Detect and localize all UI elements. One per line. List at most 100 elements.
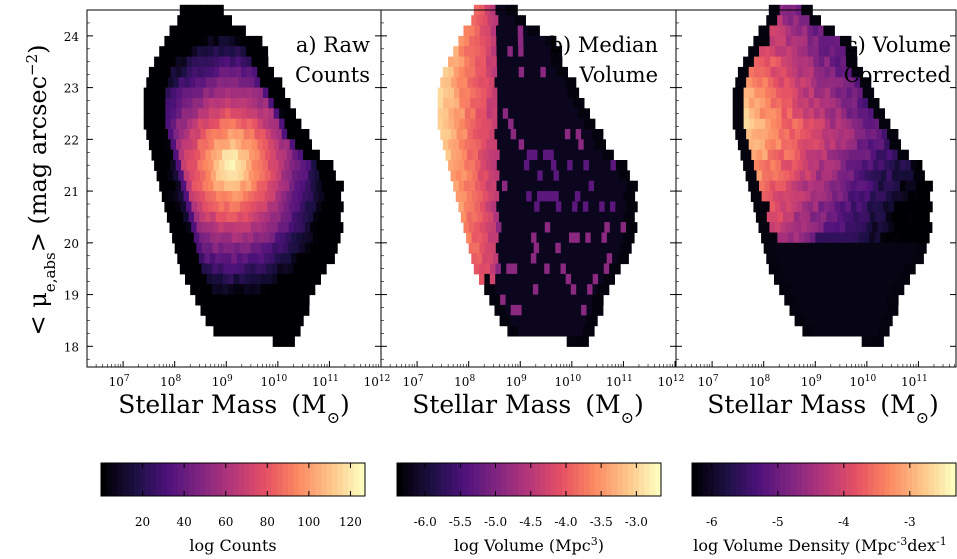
heatmap-cell [475, 108, 482, 120]
heatmap-cell [628, 232, 635, 244]
heatmap-cell [202, 56, 209, 68]
heatmap-cell [545, 35, 551, 47]
heatmap-cell [448, 160, 455, 171]
heatmap-cell [533, 222, 540, 233]
heatmap-cell [162, 129, 169, 140]
heatmap-cell [881, 304, 888, 316]
heatmap-cell [256, 325, 263, 337]
heatmap-cell [558, 211, 565, 223]
heatmap-cell [324, 191, 331, 202]
heatmap-cell [273, 98, 280, 109]
heatmap-cell [844, 242, 851, 254]
heatmap-cell [829, 46, 836, 58]
heatmap-cell [515, 170, 522, 182]
heatmap-cell [251, 139, 258, 151]
heatmap-cell [548, 149, 555, 161]
heatmap-cell [218, 25, 225, 37]
heatmap-cell [786, 180, 793, 192]
heatmap-cell [532, 304, 539, 316]
heatmap-cell [777, 191, 784, 202]
heatmap-cell [821, 149, 828, 161]
heatmap-cell [545, 325, 552, 337]
colorbar-step [233, 463, 240, 496]
heatmap-cell [496, 56, 503, 68]
heatmap-cell [289, 325, 296, 337]
heatmap-cell [334, 232, 341, 244]
heatmap-cell [223, 222, 230, 233]
heatmap-cell [846, 108, 853, 120]
colorbar-step [807, 463, 814, 496]
heatmap-cell [286, 149, 293, 161]
colorbar-step [802, 463, 809, 496]
heatmap-cell [229, 35, 236, 47]
heatmap-cell [248, 211, 255, 223]
heatmap-cell [268, 118, 275, 130]
heatmap-cell [268, 108, 275, 120]
heatmap-cell [479, 273, 485, 285]
heatmap-cell [313, 149, 320, 161]
heatmap-cell [843, 77, 850, 89]
heatmap-cell [475, 66, 482, 78]
heatmap-cell [754, 66, 761, 78]
heatmap-cell [307, 211, 314, 223]
heatmap-cell [222, 284, 229, 296]
heatmap-cell [878, 325, 885, 337]
heatmap-cell [770, 108, 777, 120]
heatmap-cell [745, 170, 752, 182]
heatmap-cell [479, 25, 486, 37]
colorbar-step [529, 463, 536, 496]
heatmap-cell [502, 180, 508, 192]
heatmap-cell [233, 304, 239, 316]
heatmap-cell [855, 263, 862, 275]
heatmap-cell [853, 232, 860, 244]
heatmap-cell [776, 118, 783, 130]
heatmap-cell [313, 170, 320, 182]
heatmap-cell [186, 180, 193, 192]
heatmap-cell [307, 253, 314, 265]
heatmap-cell [234, 35, 241, 47]
heatmap-cell [323, 253, 330, 265]
heatmap-cell [815, 253, 821, 265]
heatmap-cell [873, 160, 879, 171]
heatmap-cell [827, 284, 834, 296]
heatmap-cell [533, 25, 540, 37]
heatmap-cell [900, 160, 907, 171]
heatmap-cell [251, 46, 258, 58]
heatmap-cell [543, 149, 549, 161]
heatmap-cell [170, 118, 177, 130]
heatmap-cell [236, 253, 243, 265]
heatmap-cell [154, 108, 161, 120]
heatmap-cell [817, 284, 824, 296]
heatmap-cell [529, 160, 536, 171]
colorbar-step [917, 463, 924, 496]
heatmap-cell [857, 139, 863, 151]
heatmap-cell [273, 87, 280, 99]
heatmap-cell [487, 253, 494, 265]
heatmap-cell [876, 129, 883, 140]
heatmap-cell [480, 46, 487, 58]
heatmap-cell [861, 201, 868, 213]
heatmap-cell [916, 160, 923, 171]
heatmap-cell [545, 201, 551, 213]
heatmap-cell [182, 15, 189, 27]
heatmap-cell [748, 139, 755, 151]
heatmap-cell [918, 191, 925, 202]
heatmap-cell [464, 56, 471, 68]
heatmap-cell [448, 98, 455, 109]
heatmap-cell [838, 129, 845, 140]
heatmap-cell [228, 284, 235, 296]
heatmap-cell [491, 66, 498, 78]
heatmap-cell [764, 180, 771, 192]
heatmap-cell [192, 56, 198, 68]
heatmap-cell [184, 129, 191, 140]
heatmap-cell [590, 232, 597, 244]
heatmap-cell [267, 160, 274, 171]
heatmap-cell [505, 129, 512, 140]
colorbar-step [156, 463, 163, 496]
heatmap-cell [191, 201, 198, 213]
heatmap-cell [846, 56, 852, 68]
heatmap-cell [256, 180, 263, 192]
colorbar-step [950, 463, 957, 496]
heatmap-cell [743, 66, 750, 78]
